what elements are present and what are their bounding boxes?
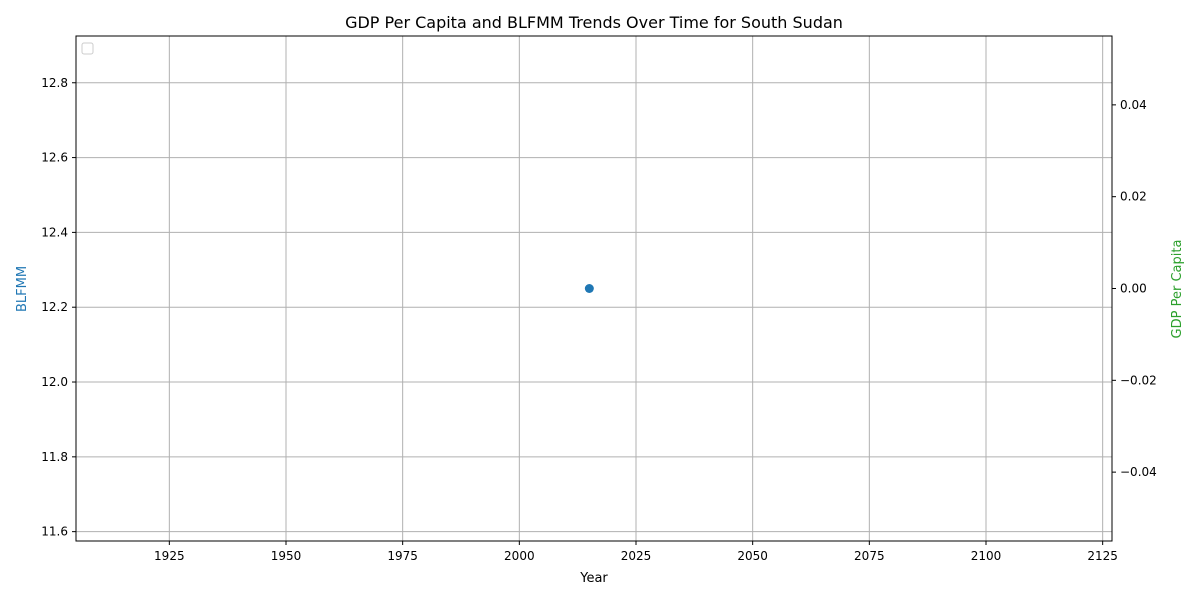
y-right-tick-label: 0.00 [1120,282,1147,296]
y-left-tick-label: 12.0 [41,375,68,389]
grid [76,36,1112,541]
y-left-tick-label: 12.6 [41,151,68,165]
y-axis-right-title: GDP Per Capita [1170,240,1185,339]
y-axis-left: 11.6 11.8 12.0 12.2 12.4 12.6 12.8 [41,76,76,539]
x-axis: 1925 1950 1975 2000 2025 2050 2075 2100 2125 [154,541,1118,563]
plot-frame [75,35,1113,542]
legend [81,42,94,55]
x-tick-label: 2050 [737,549,768,563]
y-left-tick-label: 12.4 [41,225,68,239]
y-right-tick-label: −0.04 [1120,465,1157,479]
y-axis-left-title: BLFMM [15,266,30,312]
y-right-tick-label: 0.02 [1120,190,1147,204]
x-tick-label: 2100 [971,549,1002,563]
x-tick-label: 1950 [271,549,302,563]
y-right-tick-label: −0.02 [1120,373,1157,387]
x-tick-label: 1975 [387,549,418,563]
y-left-tick-label: 11.6 [41,525,68,539]
y-left-tick-label: 12.2 [41,300,68,314]
chart-title: GDP Per Capita and BLFMM Trends Over Tim… [345,13,843,32]
x-tick-label: 2025 [621,549,652,563]
x-axis-title: Year [579,571,608,586]
plot-area [584,284,594,293]
x-tick-label: 2125 [1087,549,1118,563]
x-tick-label: 2075 [854,549,885,563]
data-point [584,284,594,293]
y-axis-right: −0.04 −0.02 0.00 0.02 0.04 [1112,98,1157,479]
x-tick-label: 1925 [154,549,185,563]
legend-box [81,42,94,55]
y-left-tick-label: 12.8 [41,76,68,90]
y-right-tick-label: 0.04 [1120,98,1147,112]
x-tick-label: 2000 [504,549,535,563]
y-left-tick-label: 11.8 [41,450,68,464]
